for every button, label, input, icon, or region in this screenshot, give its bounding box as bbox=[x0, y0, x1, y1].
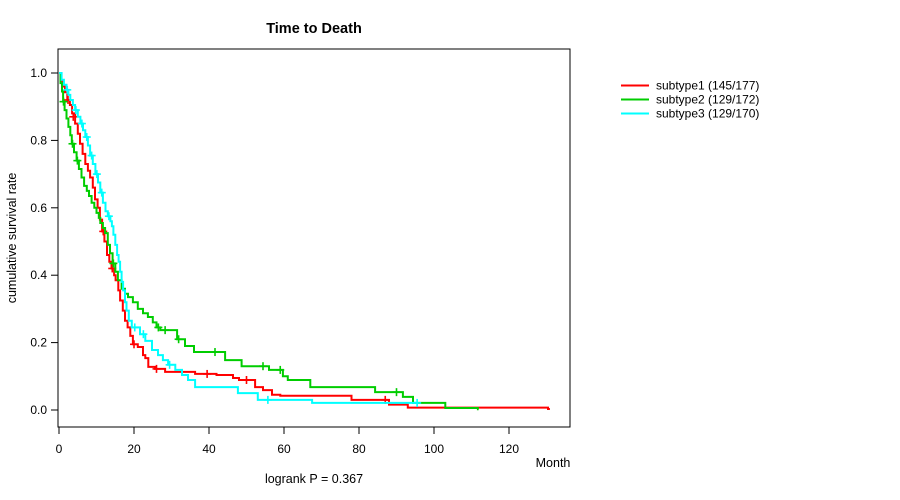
survival-curve-2 bbox=[59, 72, 479, 411]
survival-curves bbox=[59, 72, 550, 411]
x-tick-label: 40 bbox=[202, 442, 216, 456]
survival-curve-1 bbox=[59, 72, 550, 410]
legend-label-subtype2: subtype2 (129/172) bbox=[656, 93, 759, 107]
legend-label-subtype3: subtype3 (129/170) bbox=[656, 107, 759, 121]
x-tick-label: 60 bbox=[277, 442, 291, 456]
x-tick-label: 120 bbox=[499, 442, 519, 456]
y-tick-label: 0.4 bbox=[30, 268, 47, 282]
x-tick-label: 100 bbox=[424, 442, 444, 456]
y-tick-label: 0.6 bbox=[30, 201, 47, 215]
legend-label-subtype1: subtype1 (145/177) bbox=[656, 79, 759, 93]
chart-title: Time to Death bbox=[266, 21, 362, 37]
plot-area-border bbox=[57, 48, 571, 428]
y-tick-label: 0.0 bbox=[30, 403, 47, 417]
logrank-annotation: logrank P = 0.367 bbox=[265, 472, 363, 486]
legend: subtype1 (145/177) subtype2 (129/172) su… bbox=[621, 79, 759, 121]
x-tick-label: 0 bbox=[56, 442, 63, 456]
series-1-group bbox=[59, 72, 550, 410]
y-axis-label: cumulative survival rate bbox=[5, 173, 19, 304]
series-2-group bbox=[59, 72, 479, 411]
y-tick-label: 0.2 bbox=[30, 336, 47, 350]
survival-curve-3 bbox=[59, 72, 418, 404]
axes: 0 20 40 60 80 100 120 0.0 0.2 0.4 0.6 0.8 1.0 bbox=[30, 66, 519, 456]
y-tick-label: 0.8 bbox=[30, 133, 47, 147]
series-3-group bbox=[59, 72, 422, 407]
y-tick-label: 1.0 bbox=[30, 66, 47, 80]
x-tick-label: 80 bbox=[352, 442, 366, 456]
x-axis-label: Month bbox=[536, 456, 571, 470]
x-tick-label: 20 bbox=[127, 442, 141, 456]
